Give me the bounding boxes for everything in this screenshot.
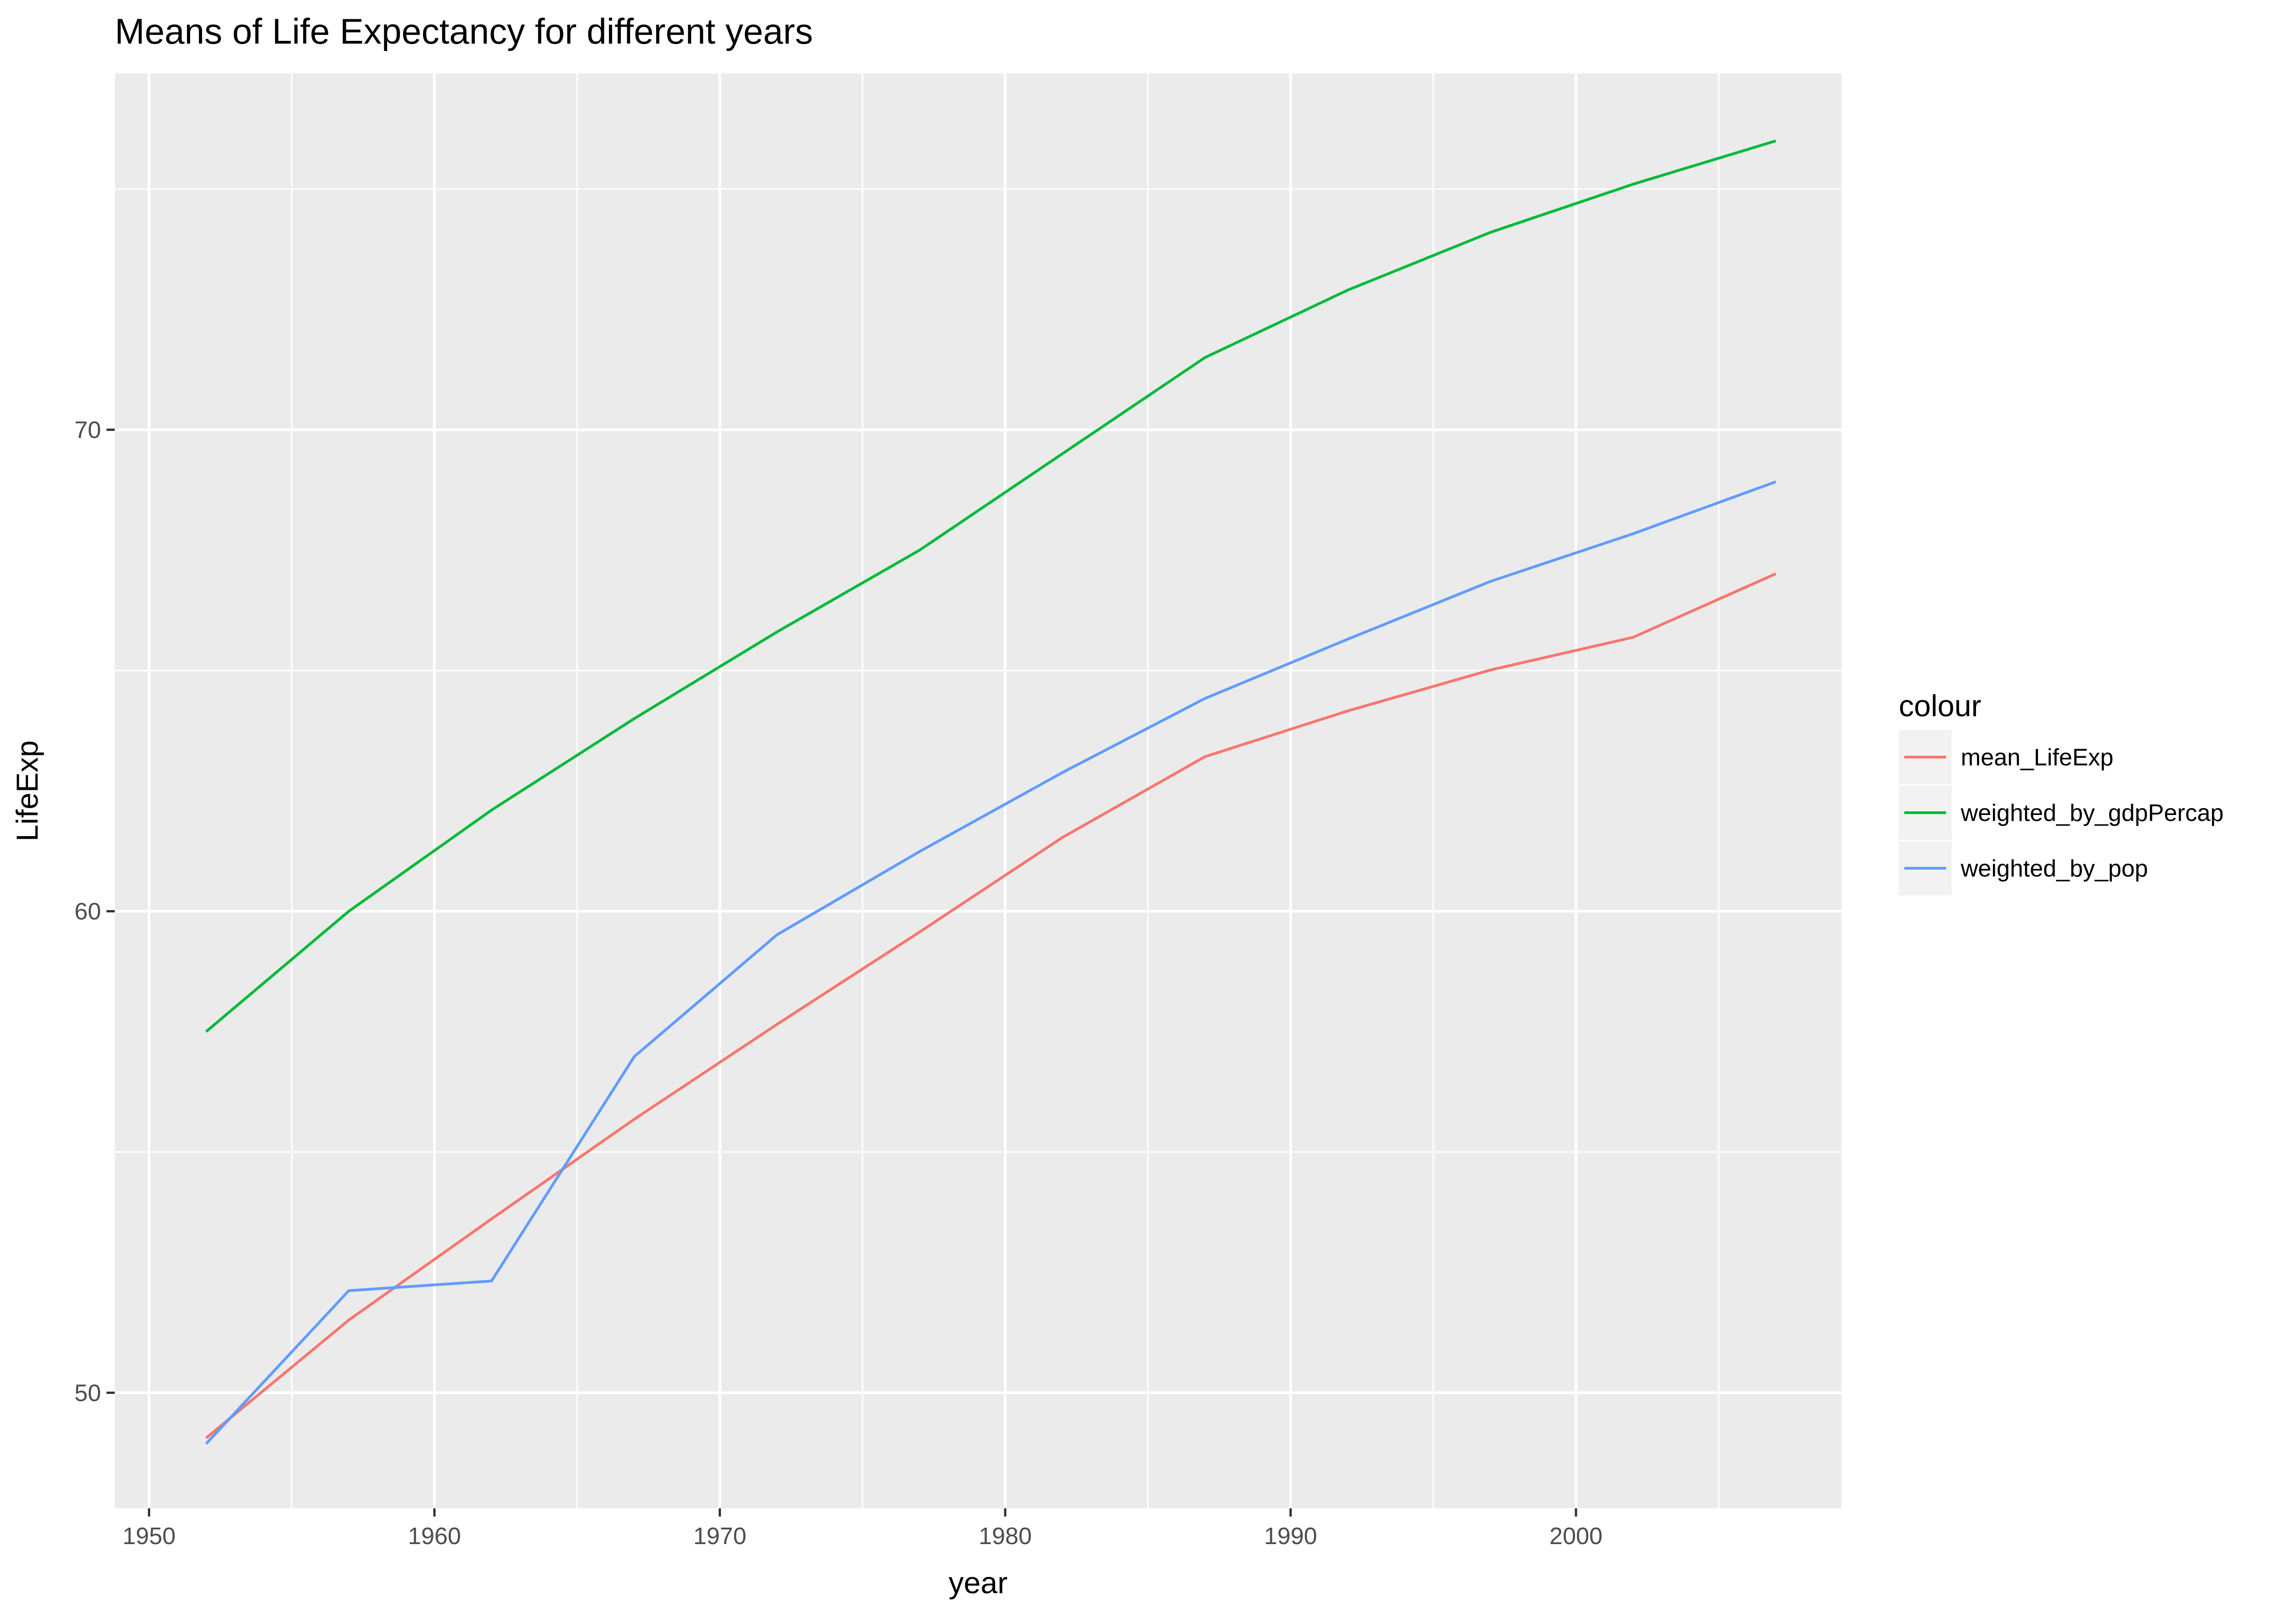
x-tick-label: 1990 bbox=[1264, 1523, 1317, 1550]
plot-panel bbox=[115, 73, 1841, 1508]
x-tick-label: 2000 bbox=[1549, 1523, 1603, 1550]
series-line-weighted_by_gdpPercap bbox=[205, 139, 1776, 1033]
legend-item-mean_LifeExp: mean_LifeExp bbox=[1899, 730, 2113, 784]
series-lines bbox=[205, 139, 1777, 1445]
legend-item-weighted_by_pop: weighted_by_pop bbox=[1899, 841, 2148, 895]
y-axis-label: LifeExp bbox=[10, 740, 44, 841]
series-line-mean_LifeExp bbox=[205, 572, 1777, 1439]
x-tick-label: 1970 bbox=[693, 1523, 747, 1550]
x-tick-label: 1980 bbox=[979, 1523, 1032, 1550]
y-tick-label: 60 bbox=[74, 899, 101, 925]
minor-gridlines bbox=[115, 73, 1841, 1508]
legend-title: colour bbox=[1899, 689, 1981, 723]
legend-item-label: weighted_by_gdpPercap bbox=[1960, 800, 2223, 826]
y-tick-label: 50 bbox=[74, 1380, 101, 1406]
major-gridlines bbox=[115, 73, 1841, 1508]
x-axis-label: year bbox=[949, 1566, 1007, 1600]
y-axis: 50 60 70 bbox=[74, 417, 115, 1406]
x-axis: 1950 1960 1970 1980 1990 2000 bbox=[123, 1508, 1603, 1550]
series-line-weighted_by_pop bbox=[205, 480, 1777, 1445]
legend-items: mean_LifeExp weighted_by_gdpPercapweighte… bbox=[1899, 730, 2223, 895]
legend-item-label: mean_LifeExp bbox=[1961, 744, 2113, 771]
legend: colour mean_LifeExp weighted_by_gdpPercap… bbox=[1899, 689, 2223, 895]
legend-item-label: weighted_by_pop bbox=[1960, 855, 2148, 882]
x-tick-label: 1950 bbox=[123, 1523, 176, 1550]
chart-title: Means of Life Expectancy for different y… bbox=[115, 11, 813, 51]
x-tick-label: 1960 bbox=[408, 1523, 461, 1550]
legend-item-weighted_by_gdpPercap: weighted_by_gdpPercap bbox=[1899, 786, 2223, 840]
y-tick-label: 70 bbox=[74, 417, 101, 444]
